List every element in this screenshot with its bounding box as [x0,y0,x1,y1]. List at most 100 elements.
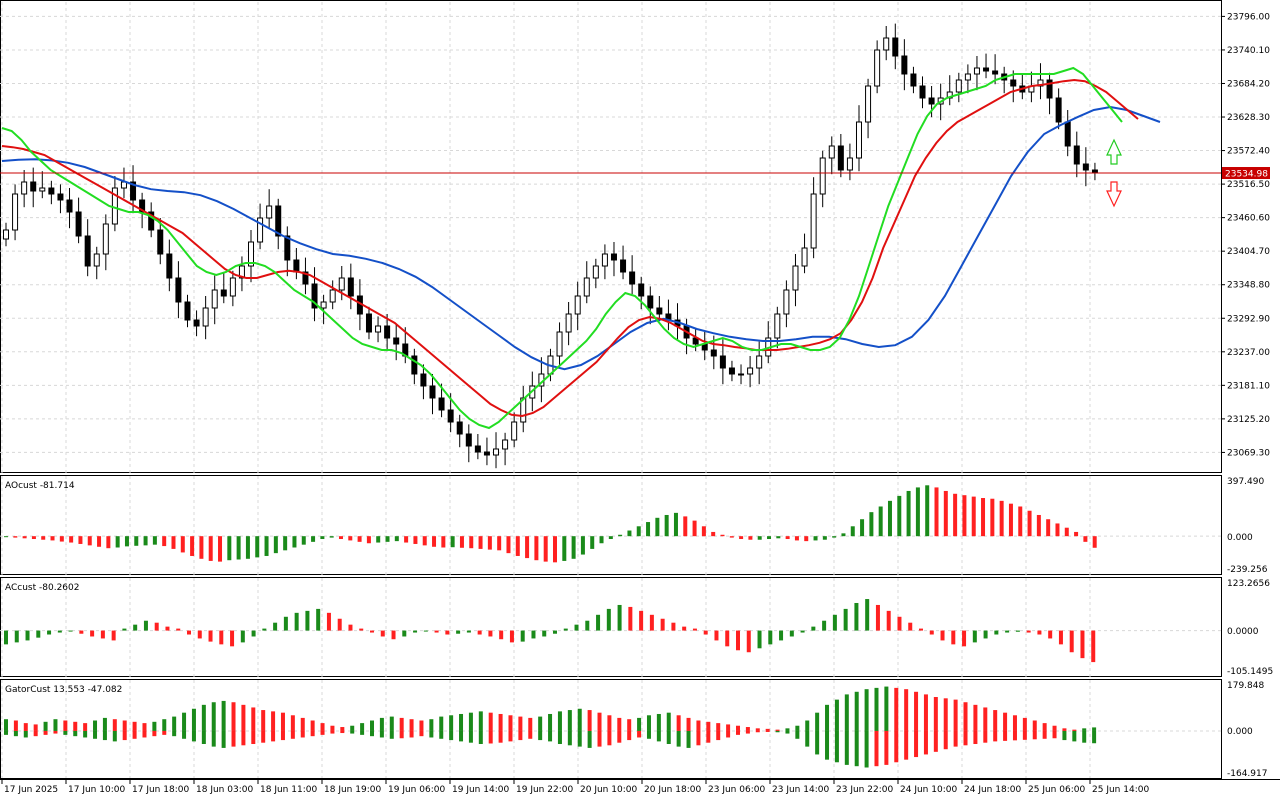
ao-pane[interactable] [4,485,1097,563]
histogram-bar [190,536,195,556]
candle-body [846,157,853,171]
candle-body [84,235,91,267]
histogram-bar [990,498,995,537]
histogram-bar [391,630,396,640]
histogram-bar [1046,519,1051,537]
histogram-bar [429,730,434,738]
histogram-bar [36,630,41,638]
candle-body [447,409,454,423]
histogram-bar [874,730,879,767]
candle-body [365,313,372,333]
histogram-bar [434,630,439,633]
histogram-bar [716,730,721,741]
histogram-bar [914,730,919,758]
histogram-bar [182,712,187,731]
candle-body [420,373,427,387]
price-axis-label: 23348.80 [1227,281,1270,291]
histogram-bar [389,716,394,731]
histogram-bar [1032,730,1037,740]
histogram-bar [706,730,711,743]
histogram-bar [1074,531,1079,537]
histogram-bar [636,526,641,537]
candle-body [1064,121,1071,147]
candle-body [375,325,382,333]
histogram-bar [1092,727,1097,731]
histogram-bar [261,710,266,731]
time-axis-label: 18 Jun 03:00 [196,785,253,795]
histogram-bar [449,715,454,731]
histogram-bar [14,630,19,643]
histogram-bar [953,699,958,731]
histogram-bar [627,530,632,537]
histogram-bar [73,721,78,731]
candle-body [311,283,318,309]
histogram-bar [1072,729,1077,731]
candle-body [184,301,191,321]
histogram-bar [706,721,711,731]
candle-body [556,331,563,357]
ac-label: ACcust -80.2602 [5,583,79,593]
histogram-bar [993,710,998,731]
main-pane[interactable] [0,23,1221,469]
histogram-bar [219,630,224,645]
histogram-bar [676,730,681,747]
candle-body [1010,79,1017,87]
histogram-bar [805,720,810,731]
time-axis-label: 23 Jun 22:00 [836,785,893,795]
current-price-box [1222,167,1270,180]
gator-pane-frame [0,679,1222,779]
main-pane-frame [0,0,1222,473]
histogram-bar [951,630,956,645]
histogram-bar [13,720,18,731]
histogram-bar [376,536,381,543]
candle-body [502,439,509,450]
histogram-bar [785,536,790,540]
histogram-bar [854,602,859,631]
histogram-bar [162,536,167,547]
histogram-bar [399,730,404,739]
ac-pane-frame [0,577,1222,677]
time-axis: 17 Jun 2025 17 Jun 10:00 17 Jun 18:00 18 Ju… [1,779,1149,795]
histogram-bar [865,599,870,631]
histogram-bar [628,606,633,631]
histogram-bar [466,630,471,633]
histogram-bar [251,730,256,745]
candle-body [656,307,663,315]
histogram-bar [4,630,8,645]
histogram-bar [498,713,503,731]
histogram-bar [1069,630,1074,653]
histogram-bar [1052,725,1057,731]
price-axis-label: 23572.40 [1227,147,1270,157]
histogram-bar [755,730,760,733]
histogram-bar [23,723,28,731]
histogram-bar [330,730,335,734]
histogram-bar [1003,712,1008,731]
time-axis-label: 25 Jun 06:00 [1028,785,1085,795]
candle-body [801,247,808,267]
gator-pane[interactable] [4,686,1097,768]
histogram-bar [925,485,930,537]
candle-body [102,223,109,255]
ac-pane[interactable] [4,599,1096,663]
histogram-bar [1064,527,1069,537]
histogram-bar [557,711,562,731]
histogram-bar [413,630,418,633]
histogram-bar [57,630,62,633]
histogram-bar [13,730,18,737]
histogram-bar [283,536,288,551]
histogram-bar [143,536,148,546]
histogram-bar [201,730,206,745]
candle-body [465,433,472,447]
histogram-bar [686,717,691,731]
histogram-bar [394,536,399,542]
histogram-bar [122,720,127,731]
candle-body [429,385,436,399]
ao-axis-zero: 0.000 [1227,533,1253,543]
histogram-bar [785,730,790,734]
histogram-bar [765,728,770,731]
histogram-bar [165,626,170,631]
histogram-bar [585,620,590,631]
histogram-bar [432,536,437,547]
candle-body [338,277,345,291]
